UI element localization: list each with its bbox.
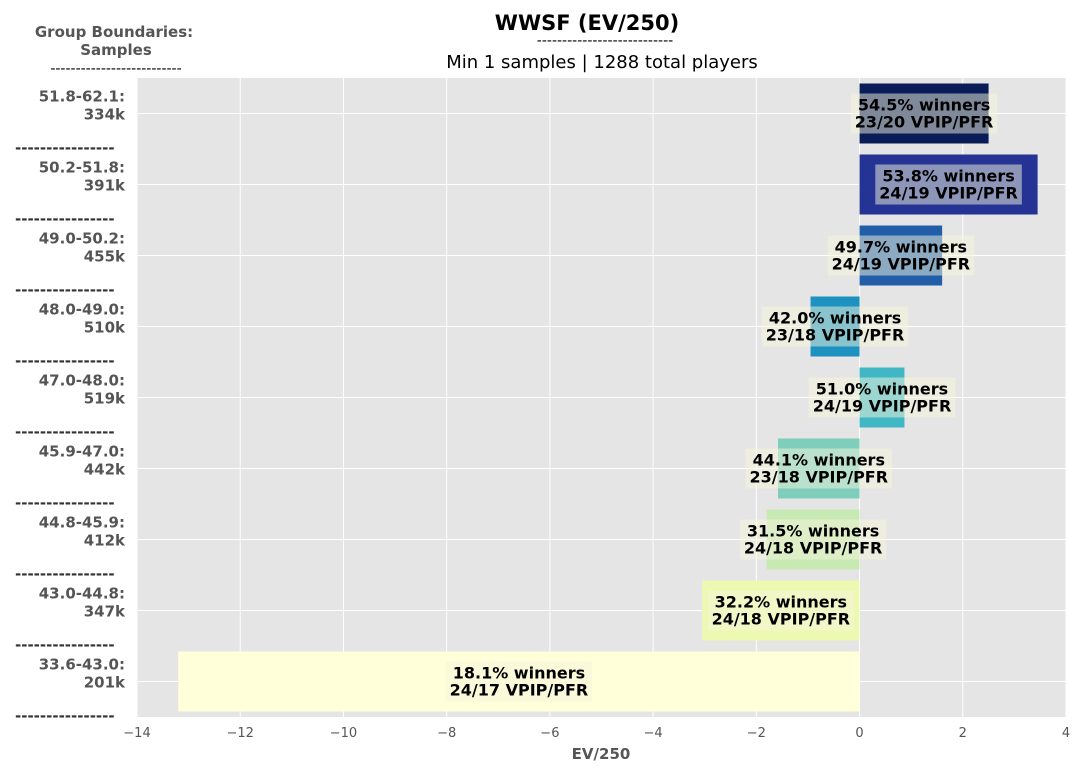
group-range-label: 47.0-48.0:: [39, 372, 125, 390]
x-axis-label: EV/250: [572, 745, 631, 763]
x-tick-label: −14: [123, 726, 150, 741]
annotation-box: [875, 164, 1022, 205]
winners-label: 53.8% winners: [882, 167, 1014, 186]
annotation-box: [827, 235, 975, 276]
group-range-label: 45.9-47.0:: [39, 443, 125, 461]
x-tick-label: 0: [855, 726, 863, 741]
x-tick-label: −10: [330, 726, 357, 741]
group-range-label: 50.2-51.8:: [39, 159, 125, 177]
group-samples-label: 519k: [84, 390, 126, 408]
group-separator: ----------------: [15, 352, 115, 370]
annotation-box: [850, 93, 998, 134]
winners-label: 54.5% winners: [858, 96, 990, 115]
vpip-pfr-label: 24/18 VPIP/PFR: [744, 539, 883, 558]
winners-label: 51.0% winners: [816, 380, 948, 399]
title-underline: ---------------------------: [537, 33, 673, 49]
group-samples-label: 391k: [84, 177, 126, 195]
x-axis-ticks: −14 −12 −10 −8 −6 −4 −2 0 2 4: [123, 726, 1070, 741]
winners-label: 42.0% winners: [769, 309, 901, 328]
x-tick-label: −8: [437, 726, 456, 741]
group-range-label: 44.8-45.9:: [39, 514, 125, 532]
group-samples-label: 510k: [84, 319, 126, 337]
x-tick-label: 4: [1062, 726, 1070, 741]
group-separator: ----------------: [15, 494, 115, 512]
group-samples-label: 455k: [84, 248, 126, 266]
group-separator: ----------------: [15, 139, 115, 157]
group-samples-label: 442k: [84, 461, 126, 479]
vpip-pfr-label: 23/18 VPIP/PFR: [766, 326, 905, 345]
annotation-box: [739, 519, 887, 560]
annotation-box: [808, 377, 956, 418]
group-separator: ----------------: [15, 210, 115, 228]
winners-label: 18.1% winners: [453, 664, 585, 683]
y-header-line-1: Group Boundaries:: [35, 23, 193, 41]
group-range-label: 48.0-49.0:: [39, 301, 125, 319]
winners-label: 44.1% winners: [753, 451, 885, 470]
chart-title: WWSF (EV/250): [495, 11, 679, 35]
y-header-underline: --------------------------: [50, 61, 181, 77]
group-separator: ----------------: [15, 281, 115, 299]
group-samples-label: 347k: [84, 603, 126, 621]
group-separator: ----------------: [15, 636, 115, 654]
winners-label: 49.7% winners: [835, 238, 967, 257]
annotation-box: [745, 448, 893, 489]
annotation-box: [761, 306, 909, 347]
group-range-label: 33.6-43.0:: [39, 656, 125, 674]
vpip-pfr-label: 23/18 VPIP/PFR: [750, 468, 889, 487]
winners-label: 32.2% winners: [715, 593, 847, 612]
x-tick-label: −4: [644, 726, 663, 741]
group-samples-label: 334k: [84, 106, 126, 124]
vpip-pfr-label: 24/17 VPIP/PFR: [450, 681, 589, 700]
x-tick-label: 2: [959, 726, 967, 741]
x-tick-label: −2: [747, 726, 766, 741]
group-samples-label: 201k: [84, 674, 126, 692]
group-separator: ----------------: [15, 423, 115, 441]
vpip-pfr-label: 24/18 VPIP/PFR: [712, 610, 851, 629]
group-samples-label: 412k: [84, 532, 126, 550]
group-range-label: 49.0-50.2:: [39, 230, 125, 248]
vpip-pfr-label: 24/19 VPIP/PFR: [879, 184, 1018, 203]
x-tick-label: −6: [540, 726, 559, 741]
group-separator: ----------------: [15, 707, 115, 725]
group-separator: ----------------: [15, 565, 115, 583]
annotation-box: [707, 590, 855, 631]
y-header-line-2: Samples: [80, 41, 152, 59]
vpip-pfr-label: 24/19 VPIP/PFR: [832, 255, 971, 274]
group-range-label: 43.0-44.8:: [39, 585, 125, 603]
y-axis-labels: 51.8-62.1:334k ---------------- 50.2-51.8:…: [15, 88, 126, 726]
chart-subtitle: Min 1 samples | 1288 total players: [446, 52, 758, 73]
group-range-label: 51.8-62.1:: [39, 88, 125, 106]
x-tick-label: −12: [227, 726, 254, 741]
winners-label: 31.5% winners: [747, 522, 879, 541]
vpip-pfr-label: 24/19 VPIP/PFR: [813, 397, 952, 416]
vpip-pfr-label: 23/20 VPIP/PFR: [855, 113, 994, 132]
annotation-box: [445, 661, 593, 702]
